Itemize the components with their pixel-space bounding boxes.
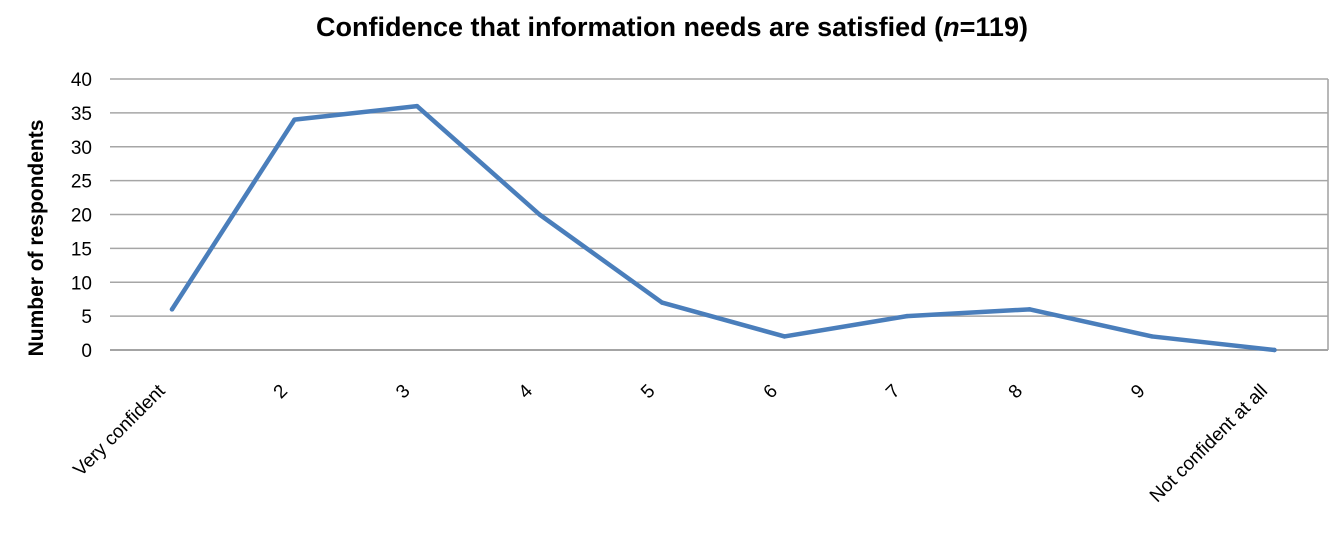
- x-tick-label-2: 3: [392, 381, 414, 403]
- data-point-0-1: [292, 117, 297, 122]
- data-point-0-5: [782, 334, 787, 339]
- chart-title-prefix: Confidence that information needs are sa…: [316, 12, 943, 42]
- chart-title: Confidence that information needs are sa…: [316, 12, 1028, 42]
- data-point-0-6: [904, 313, 910, 319]
- gridlines: [110, 78, 1329, 351]
- y-tick-label-40: 40: [71, 70, 92, 91]
- y-tick-label-25: 25: [71, 172, 92, 193]
- y-tick-label-15: 15: [71, 239, 92, 260]
- data-point-0-0: [169, 307, 175, 312]
- x-tick-label-9: Not confident at all: [1146, 381, 1272, 507]
- y-tick-label-0: 0: [81, 341, 92, 362]
- data-point-0-2: [414, 103, 420, 109]
- x-tick-label-3: 4: [515, 380, 538, 403]
- x-tick-label-5: 6: [760, 381, 782, 403]
- x-tick-label-7: 8: [1005, 381, 1027, 403]
- data-point-0-8: [1149, 334, 1155, 339]
- y-tick-labels: 0 5 10 15 20 25 30 35 40: [71, 70, 92, 362]
- x-tick-label-6: 7: [882, 381, 904, 403]
- x-tick-label-4: 5: [637, 381, 659, 403]
- x-tick-label-0: Very confident: [70, 380, 171, 481]
- data-point-0-3: [537, 212, 542, 217]
- data-point-0-7: [1027, 307, 1032, 312]
- chart-title-suffix: =119): [960, 12, 1028, 42]
- series-line-0: [169, 103, 1277, 353]
- chart-title-italic: n: [943, 12, 960, 42]
- x-tick-label-8: 9: [1127, 381, 1149, 403]
- x-tick-label-1: 2: [270, 381, 292, 403]
- data-point-0-9: [1272, 347, 1277, 353]
- y-tick-label-35: 35: [71, 104, 92, 125]
- y-tick-label-30: 30: [71, 138, 92, 159]
- y-tick-label-10: 10: [71, 273, 92, 294]
- y-axis-label: Number of respondents: [25, 120, 48, 357]
- y-tick-label-20: 20: [71, 206, 92, 227]
- series-lines: [169, 103, 1277, 353]
- y-tick-label-5: 5: [81, 307, 92, 328]
- data-point-0-4: [659, 300, 665, 305]
